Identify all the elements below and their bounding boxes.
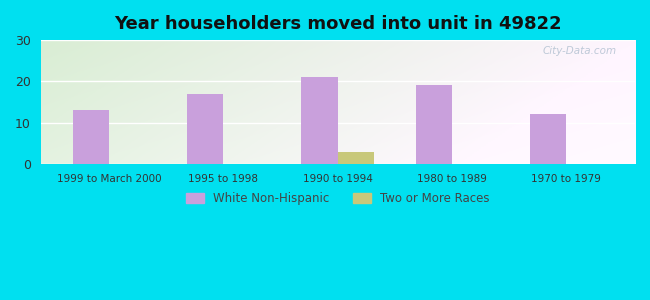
Title: Year householders moved into unit in 49822: Year householders moved into unit in 498… bbox=[114, 15, 562, 33]
Bar bbox=[187, 94, 224, 164]
Bar bbox=[73, 110, 109, 164]
Bar bbox=[415, 85, 452, 164]
Bar bbox=[338, 152, 374, 164]
Bar bbox=[301, 77, 338, 164]
Legend: White Non-Hispanic, Two or More Races: White Non-Hispanic, Two or More Races bbox=[181, 188, 495, 210]
Text: City-Data.com: City-Data.com bbox=[543, 46, 617, 56]
Bar bbox=[530, 114, 566, 164]
